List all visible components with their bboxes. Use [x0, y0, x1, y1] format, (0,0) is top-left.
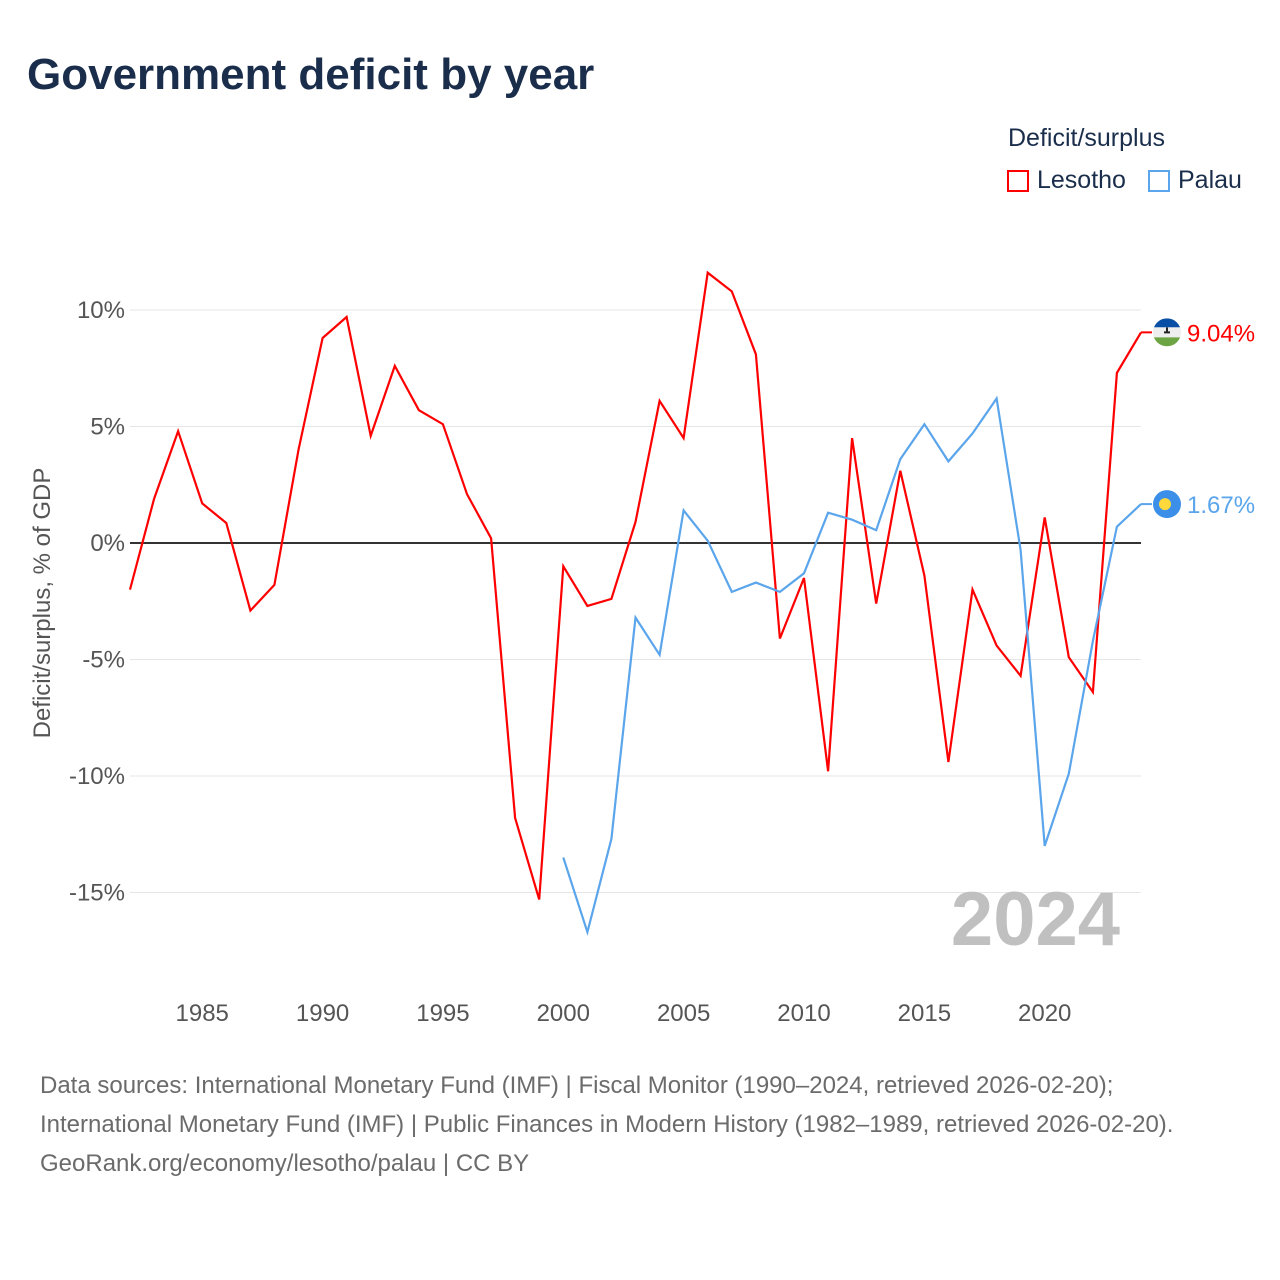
flag-hat	[1164, 327, 1170, 334]
chart-title: Government deficit by year	[27, 50, 595, 99]
flag-stripe	[1153, 337, 1181, 347]
source-line: Data sources: International Monetary Fun…	[40, 1072, 1114, 1099]
y-tick-label: 5%	[90, 414, 125, 441]
end-value-label: 1.67%	[1187, 492, 1255, 519]
palau-flag-moon	[1159, 498, 1171, 511]
y-tick-label: 10%	[77, 297, 125, 324]
legend-label: Lesotho	[1037, 166, 1126, 194]
legend-item-palau[interactable]: Palau	[1148, 166, 1242, 195]
legend-swatch-palau	[1148, 169, 1170, 192]
legend-item-lesotho[interactable]: Lesotho	[1007, 166, 1126, 195]
y-tick-label: -10%	[69, 763, 125, 790]
sources: Data sources: International Monetary Fun…	[40, 1066, 1240, 1183]
legend-title: Deficit/surplus	[1008, 124, 1165, 152]
legend-label: Palau	[1178, 166, 1242, 194]
series-line-palau	[562, 395, 1142, 937]
source-line: International Monetary Fund (IMF) | Publ…	[40, 1111, 1174, 1138]
series-line-lesotho	[128, 270, 1142, 900]
x-tick-label: 2000	[537, 1000, 590, 1027]
flag-body	[1153, 318, 1181, 347]
x-tick-label: 1990	[296, 1000, 349, 1027]
x-tick-label: 2015	[898, 1000, 951, 1027]
x-tick-label: 2010	[777, 1000, 830, 1027]
x-tick-label: 1995	[416, 1000, 469, 1027]
end-value-label: 9.04%	[1187, 320, 1255, 347]
flag-stripe	[1153, 318, 1181, 328]
lesotho-flag-icon	[1153, 318, 1181, 347]
y-axis-label: Deficit/surplus, % of GDP	[29, 468, 56, 739]
chart-plot: 10% 5% 0% -5% -10% -15% 1985 1990 1995 2000 2005 20…	[29, 270, 1255, 1027]
y-tick-label: -5%	[82, 647, 125, 674]
year-watermark: 2024	[951, 877, 1120, 962]
y-tick-label: 0%	[90, 530, 125, 557]
x-tick-label: 1985	[176, 1000, 229, 1027]
x-tick-label: 2005	[657, 1000, 710, 1027]
legend-swatch-lesotho	[1007, 169, 1029, 192]
y-tick-label: -15%	[69, 880, 125, 907]
x-tick-label: 2020	[1018, 1000, 1071, 1027]
source-link[interactable]: GeoRank.org/economy/lesotho/palau | CC B…	[40, 1150, 530, 1177]
